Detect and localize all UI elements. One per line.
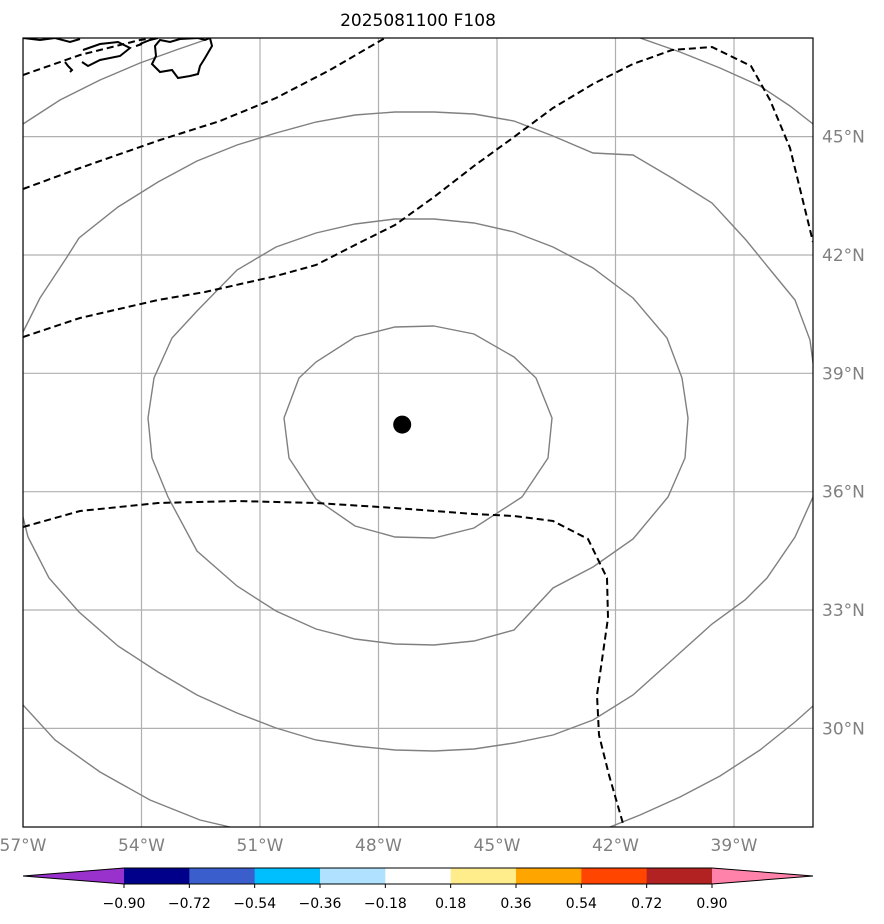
lat-tick-label: 30°N — [822, 719, 865, 739]
solid-contour-6 — [23, 704, 231, 827]
colorbar-segment — [581, 868, 648, 884]
lat-tick-label: 42°N — [822, 246, 865, 266]
colorbar-segment — [646, 868, 713, 884]
colorbar-tick-label: 0.72 — [631, 896, 662, 912]
colorbar-segment — [254, 868, 321, 884]
colorbar-tick-label: −0.72 — [168, 896, 211, 912]
colorbar-tick-label: −0.36 — [299, 896, 342, 912]
lon-tick-label: 45°W — [474, 836, 521, 856]
lat-tick-label: 39°N — [822, 364, 865, 384]
center-marker — [393, 415, 412, 434]
lon-tick-label: 42°W — [592, 836, 639, 856]
gridlines — [23, 38, 813, 827]
lon-tick-label: 48°W — [355, 836, 402, 856]
colorbar-tick-label: 0.36 — [500, 896, 531, 912]
dashed-contour-2 — [23, 38, 386, 190]
solid-contour-1 — [283, 325, 553, 539]
colorbar-segment — [516, 868, 582, 884]
colorbar-tick-label: 0.54 — [566, 896, 597, 912]
lat-tick-label: 33°N — [822, 601, 865, 621]
map-frame — [22, 37, 814, 828]
colorbar-tick-label: 0.90 — [696, 896, 727, 912]
colorbar-segment — [385, 868, 452, 884]
lon-tick-label: 51°W — [237, 836, 284, 856]
colorbar-tick-label: −0.54 — [233, 896, 276, 912]
solid-contours — [23, 38, 813, 827]
solid-contour-2 — [147, 218, 689, 646]
dashed-contour-3 — [23, 45, 813, 338]
lon-tick-labels: 57°W 54°W 51°W 48°W 45°W 42°W 39°W — [0, 836, 758, 856]
coastline — [23, 38, 214, 80]
map-title: 2025081100 F108 — [340, 11, 496, 31]
lon-tick-label: 39°W — [711, 836, 758, 856]
colorbar-tick-label: −0.90 — [103, 896, 146, 912]
solid-contour-5 — [639, 38, 813, 125]
solid-contour-3 — [23, 111, 813, 752]
lat-tick-labels: 45°N 42°N 39°N 36°N 33°N 30°N — [822, 128, 865, 740]
colorbar-segment — [124, 868, 190, 884]
colorbar-tick-label: −0.18 — [364, 896, 407, 912]
colorbar: −0.90 −0.72 −0.54 −0.36 −0.18 0.18 0.36 0.54 0.7… — [22, 867, 814, 912]
colorbar-segment — [189, 868, 256, 884]
colorbar-segment — [450, 868, 517, 884]
dashed-contours — [23, 38, 813, 827]
dashed-contour-4 — [23, 499, 625, 827]
colorbar-tick-label: 0.18 — [435, 896, 466, 912]
colorbar-segment — [320, 868, 386, 884]
colorbar-extend-high — [712, 868, 813, 884]
lon-tick-label: 57°W — [0, 836, 47, 856]
dashed-contour-1 — [23, 38, 166, 76]
lon-tick-label: 54°W — [118, 836, 165, 856]
solid-contour-4 — [23, 39, 206, 125]
lat-tick-label: 45°N — [822, 128, 865, 148]
colorbar-extend-low — [23, 868, 124, 884]
solid-contour-7 — [609, 705, 813, 827]
lat-tick-label: 36°N — [822, 483, 865, 503]
